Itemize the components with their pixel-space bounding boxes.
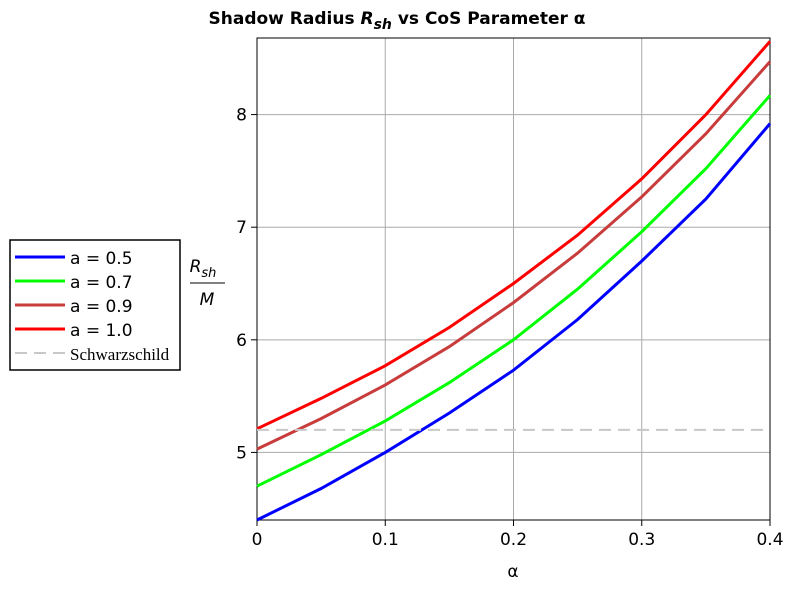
y-tick-label: 7	[236, 218, 247, 238]
title-symbol: R	[361, 9, 374, 29]
series-line	[256, 94, 772, 488]
y-tick-label: 5	[236, 443, 247, 463]
y-label-subscript: sh	[201, 266, 216, 281]
title-subscript: sh	[374, 17, 392, 33]
legend-label: a = 0.5	[70, 249, 133, 269]
series-line	[256, 60, 772, 451]
y-axis-label: Rsh	[190, 257, 217, 281]
title-text: Shadow Radius	[209, 9, 361, 29]
y-tick-label: 8	[236, 106, 247, 126]
x-tick-label: 0.4	[756, 530, 783, 550]
series-line	[256, 122, 772, 522]
plot-frame	[256, 37, 771, 521]
x-tick-label: 0.3	[628, 530, 655, 550]
legend-label: a = 0.9	[70, 297, 133, 317]
legend-label: Schwarzschild	[70, 345, 170, 364]
y-axis-label-denominator: M	[200, 290, 215, 310]
title-text: vs CoS Parameter α	[392, 9, 586, 29]
series-line	[256, 40, 772, 431]
chart-title: Shadow Radius Rsh vs CoS Parameter α	[209, 9, 586, 33]
legend-label: a = 0.7	[70, 273, 133, 293]
y-label-symbol: R	[190, 257, 202, 277]
legend-label: a = 1.0	[70, 321, 133, 341]
x-tick-label: 0.1	[372, 530, 399, 550]
x-tick-label: 0.2	[500, 530, 527, 550]
x-tick-label: 0	[252, 530, 263, 550]
x-axis-label: α	[507, 562, 518, 582]
y-tick-label: 6	[236, 331, 247, 351]
